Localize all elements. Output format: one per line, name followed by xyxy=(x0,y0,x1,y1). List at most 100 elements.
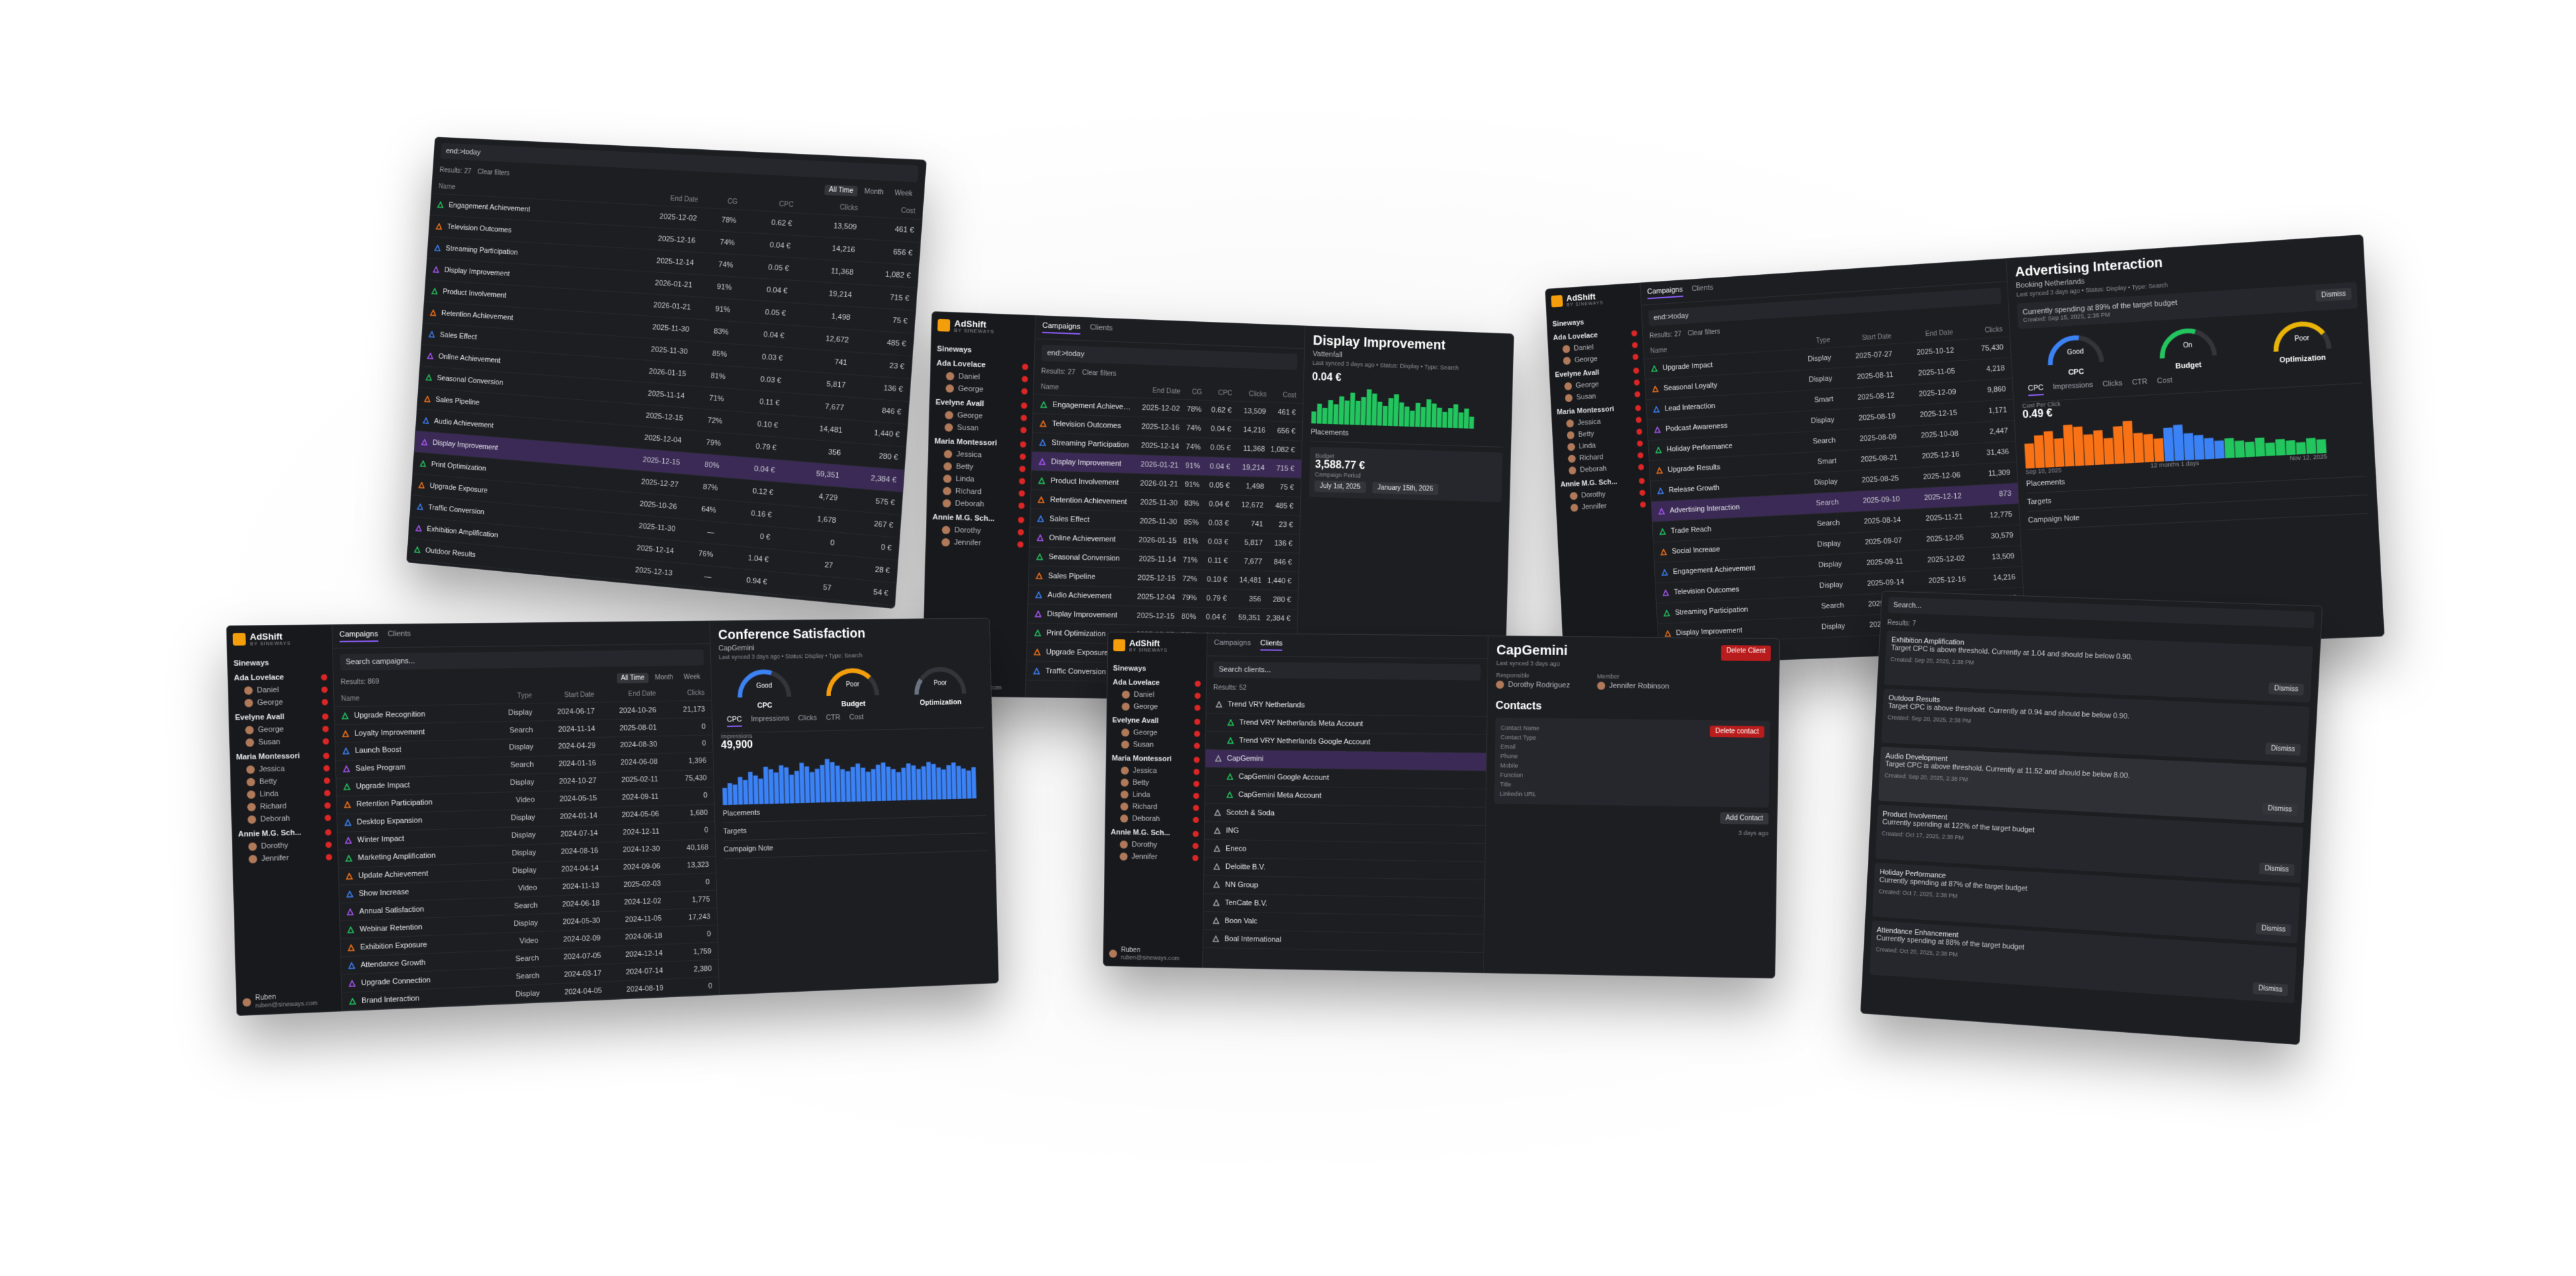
bar xyxy=(737,777,743,805)
cell: 9,860 xyxy=(1987,385,2006,394)
member: George xyxy=(936,382,1028,397)
cell: 2025-12-15 xyxy=(1137,573,1176,583)
tab[interactable]: Clicks xyxy=(2102,379,2123,389)
dismiss[interactable]: Dismiss xyxy=(2256,922,2292,937)
name-text: Print Optimization xyxy=(1046,628,1106,638)
tab[interactable]: Clicks xyxy=(798,714,818,723)
range[interactable]: All Time xyxy=(824,184,858,197)
cell: 1,498 xyxy=(831,312,851,323)
dismiss[interactable]: Dismiss xyxy=(2252,982,2288,996)
bar xyxy=(789,774,795,804)
badge xyxy=(1639,477,1645,484)
dismiss[interactable]: Dismiss xyxy=(2259,862,2295,876)
icon-shape xyxy=(1214,882,1219,888)
row-name: Loyalty Improvement xyxy=(342,727,483,738)
logo xyxy=(232,632,246,646)
tab[interactable]: Campaigns xyxy=(1213,638,1251,648)
column-header: Cost xyxy=(900,206,916,216)
add-contact[interactable]: Add Contact xyxy=(1720,812,1769,825)
avatar xyxy=(1568,466,1577,475)
range[interactable]: Week xyxy=(894,189,913,198)
tab[interactable]: Impressions xyxy=(750,714,789,724)
tab[interactable]: Clients xyxy=(1089,323,1113,333)
gauge-svg: Good xyxy=(734,665,793,700)
icon-shape xyxy=(419,482,425,488)
column-header: Clicks xyxy=(1248,390,1267,398)
tab[interactable]: Campaigns xyxy=(339,630,378,642)
type-icon xyxy=(1651,365,1658,372)
cell: 0 xyxy=(706,930,712,939)
tab[interactable]: Campaigns xyxy=(1647,286,1684,300)
name-text: Annual Satisfaction xyxy=(359,905,425,916)
tab[interactable]: Campaigns xyxy=(1042,321,1081,335)
row-name: Product Involvement xyxy=(1038,476,1135,487)
badge xyxy=(325,841,332,848)
gauge-svg: Poor xyxy=(2269,315,2333,355)
cell: Search xyxy=(513,901,538,910)
cell: 2024-01-14 xyxy=(560,812,598,821)
cell: 2024-09-11 xyxy=(621,793,659,802)
group-name: Maria Montessori xyxy=(934,437,998,448)
range[interactable]: All Time xyxy=(617,673,649,684)
tree-label: Scotch & Soda xyxy=(1214,808,1479,820)
member-name: Deborah xyxy=(1131,814,1160,823)
type-icon xyxy=(423,417,429,424)
row-name: Engagement Achievement xyxy=(1662,562,1794,577)
cell: 5,817 xyxy=(1244,538,1263,547)
name-text: Podcast Awareness xyxy=(1665,421,1728,433)
type-icon xyxy=(1213,845,1220,852)
cell: 0 xyxy=(701,722,706,731)
badge xyxy=(1021,402,1027,409)
range[interactable]: Month xyxy=(864,187,884,197)
cell: 2024-06-17 xyxy=(557,707,595,716)
tab[interactable]: Clients xyxy=(387,630,411,638)
range[interactable]: Month xyxy=(654,673,674,682)
bar xyxy=(865,771,871,802)
member: Dorothy xyxy=(1111,839,1199,852)
column-header: CG xyxy=(1191,388,1203,396)
cell: Video xyxy=(518,884,538,893)
cell: Search xyxy=(1821,601,1844,611)
cell: 0.11 € xyxy=(1207,556,1228,565)
group-header: Maria Montessori xyxy=(236,751,330,761)
type-icon xyxy=(437,202,444,208)
cell: Search xyxy=(1817,519,1840,528)
name-text: Engagement Achievement xyxy=(448,201,531,214)
tree-label: Trend VRY Netherlands xyxy=(1215,700,1480,711)
bar xyxy=(855,763,861,802)
dismiss[interactable]: Dismiss xyxy=(2268,682,2305,696)
avatar xyxy=(944,423,953,432)
delete-client[interactable]: Delete Client xyxy=(1721,645,1771,662)
row-name: Retention Achievement xyxy=(1037,495,1134,506)
member-name: Betty xyxy=(1132,778,1150,788)
bar xyxy=(891,769,897,801)
tab[interactable]: CTR xyxy=(826,714,841,722)
tab[interactable]: CPC xyxy=(726,715,742,728)
avatar xyxy=(248,842,257,851)
tree-label: Deloitte B.V. xyxy=(1213,863,1478,875)
tab[interactable]: Cost xyxy=(2157,376,2173,386)
cell: 2025-12-16 xyxy=(1928,575,1967,585)
tab[interactable]: Clients xyxy=(1691,284,1714,294)
tab[interactable]: Cost xyxy=(849,713,864,722)
tab[interactable]: CTR xyxy=(2131,378,2148,387)
name-text: Television Outcomes xyxy=(447,222,512,235)
icon-shape xyxy=(1656,448,1661,453)
type-icon xyxy=(1653,406,1660,413)
contact-card: Delete contact Contact Name Contact Type Em… xyxy=(1494,717,1770,808)
dismiss[interactable]: Dismiss xyxy=(2315,288,2352,302)
tab[interactable]: Clients xyxy=(1260,639,1283,651)
range[interactable]: Week xyxy=(683,673,701,681)
cell: 1,680 xyxy=(689,808,708,818)
cell: 14,216 xyxy=(1993,573,2016,583)
cell: 2025-12-04 xyxy=(1137,592,1176,602)
type-icon xyxy=(1664,609,1670,616)
dismiss[interactable]: Dismiss xyxy=(2262,802,2298,816)
tab[interactable]: Impressions xyxy=(2053,380,2094,392)
tab[interactable]: CPC xyxy=(2027,384,2045,396)
member-name: Jennifer xyxy=(953,538,982,548)
name-text: Update Achievement xyxy=(358,869,429,880)
brand-text: AdShift BY SINEWAYS xyxy=(1566,291,1604,308)
icon-shape xyxy=(347,874,352,879)
dismiss[interactable]: Dismiss xyxy=(2265,742,2301,756)
